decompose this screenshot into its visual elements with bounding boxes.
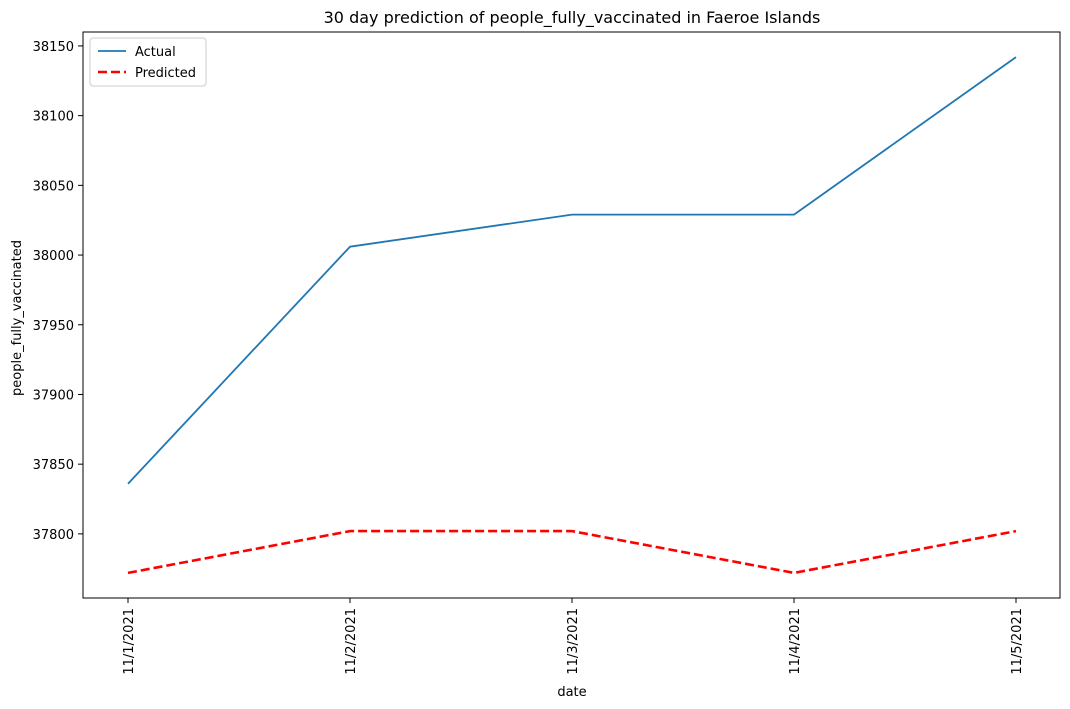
series-layer bbox=[127, 56, 1017, 575]
legend-label-predicted: Predicted bbox=[135, 66, 196, 81]
series-line-actual bbox=[127, 56, 1017, 485]
legend-label-actual: Actual bbox=[135, 45, 176, 60]
x-axis-label: date bbox=[557, 685, 586, 700]
chart-title: 30 day prediction of people_fully_vaccin… bbox=[324, 8, 821, 28]
legend: Actual Predicted bbox=[89, 37, 207, 87]
y-axis: 37800 37850 37900 37950 38000 38050 38100 38150 bbox=[33, 40, 83, 543]
y-tick-label: 37900 bbox=[33, 388, 74, 403]
x-tick-label: 11/4/2021 bbox=[788, 608, 803, 675]
x-tick-label: 11/3/2021 bbox=[566, 608, 581, 675]
legend-frame bbox=[89, 37, 207, 87]
y-tick-label: 37800 bbox=[33, 528, 74, 543]
x-axis: 11/1/2021 11/2/2021 11/3/2021 11/4/2021 11/5… bbox=[122, 598, 1025, 675]
y-tick-label: 38150 bbox=[33, 40, 74, 55]
y-tick-label: 38100 bbox=[33, 110, 74, 125]
y-tick-label: 38050 bbox=[33, 179, 74, 194]
y-tick-label: 38000 bbox=[33, 249, 74, 264]
y-tick-label: 37950 bbox=[33, 319, 74, 334]
plot-frame bbox=[82, 31, 1061, 599]
y-axis-label: people_fully_vaccinated bbox=[10, 240, 25, 396]
series-line-predicted bbox=[127, 529, 1017, 575]
x-tick-label: 11/1/2021 bbox=[122, 608, 137, 675]
x-tick-label: 11/5/2021 bbox=[1010, 608, 1025, 675]
y-tick-label: 37850 bbox=[33, 458, 74, 473]
x-tick-label: 11/2/2021 bbox=[344, 608, 359, 675]
